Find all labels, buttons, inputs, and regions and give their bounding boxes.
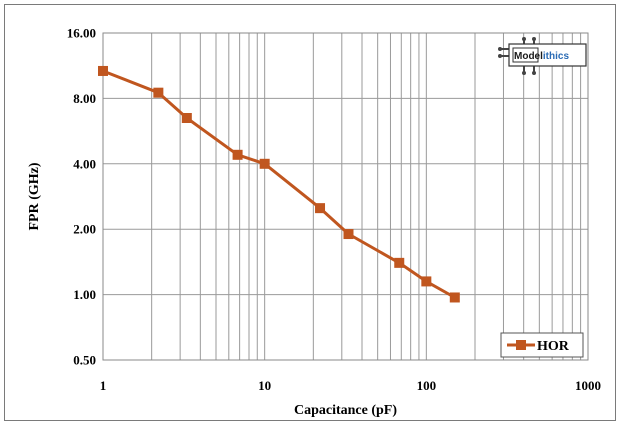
y-tick-label: 2.00: [73, 222, 96, 237]
data-point: [394, 257, 405, 268]
x-tick-label: 1: [100, 378, 107, 393]
data-point: [153, 87, 164, 98]
y-tick-label: 0.50: [73, 353, 96, 368]
data-point: [98, 65, 108, 76]
y-axis-ticks: 0.50 1.00 2.00 4.00 8.00 16.00: [67, 26, 96, 368]
grid: [103, 33, 588, 360]
logo-text-dark: Model: [514, 51, 543, 62]
legend: HOR: [500, 332, 584, 358]
x-tick-label: 100: [417, 378, 437, 393]
series-group: [98, 65, 460, 303]
logo-text: Modelithics: [514, 51, 569, 62]
data-point: [421, 276, 432, 287]
y-tick-label: 8.00: [73, 91, 96, 106]
data-point: [315, 203, 326, 214]
y-tick-label: 4.00: [73, 156, 96, 171]
y-axis-label: FPR (GHz): [27, 162, 42, 230]
y-tick-label: 16.00: [67, 26, 96, 41]
logo-text-light: ithics: [543, 51, 570, 62]
series-line: [102, 69, 456, 299]
data-point: [449, 292, 460, 303]
legend-label-hor: HOR: [537, 339, 570, 354]
data-point: [232, 149, 243, 160]
legend-marker: [516, 340, 526, 350]
x-axis-ticks: 1 10 100 1000: [100, 378, 601, 393]
x-axis-label: Capacitance (pF): [294, 403, 397, 418]
data-point: [343, 229, 354, 240]
data-point: [181, 112, 192, 123]
data-point: [259, 158, 270, 169]
chip-icon: [498, 37, 587, 75]
y-tick-label: 1.00: [73, 287, 96, 302]
plot-area: [102, 32, 589, 361]
x-tick-label: 10: [258, 378, 271, 393]
modelithics-logo: Modelithics: [498, 37, 587, 75]
x-tick-label: 1000: [575, 378, 601, 393]
